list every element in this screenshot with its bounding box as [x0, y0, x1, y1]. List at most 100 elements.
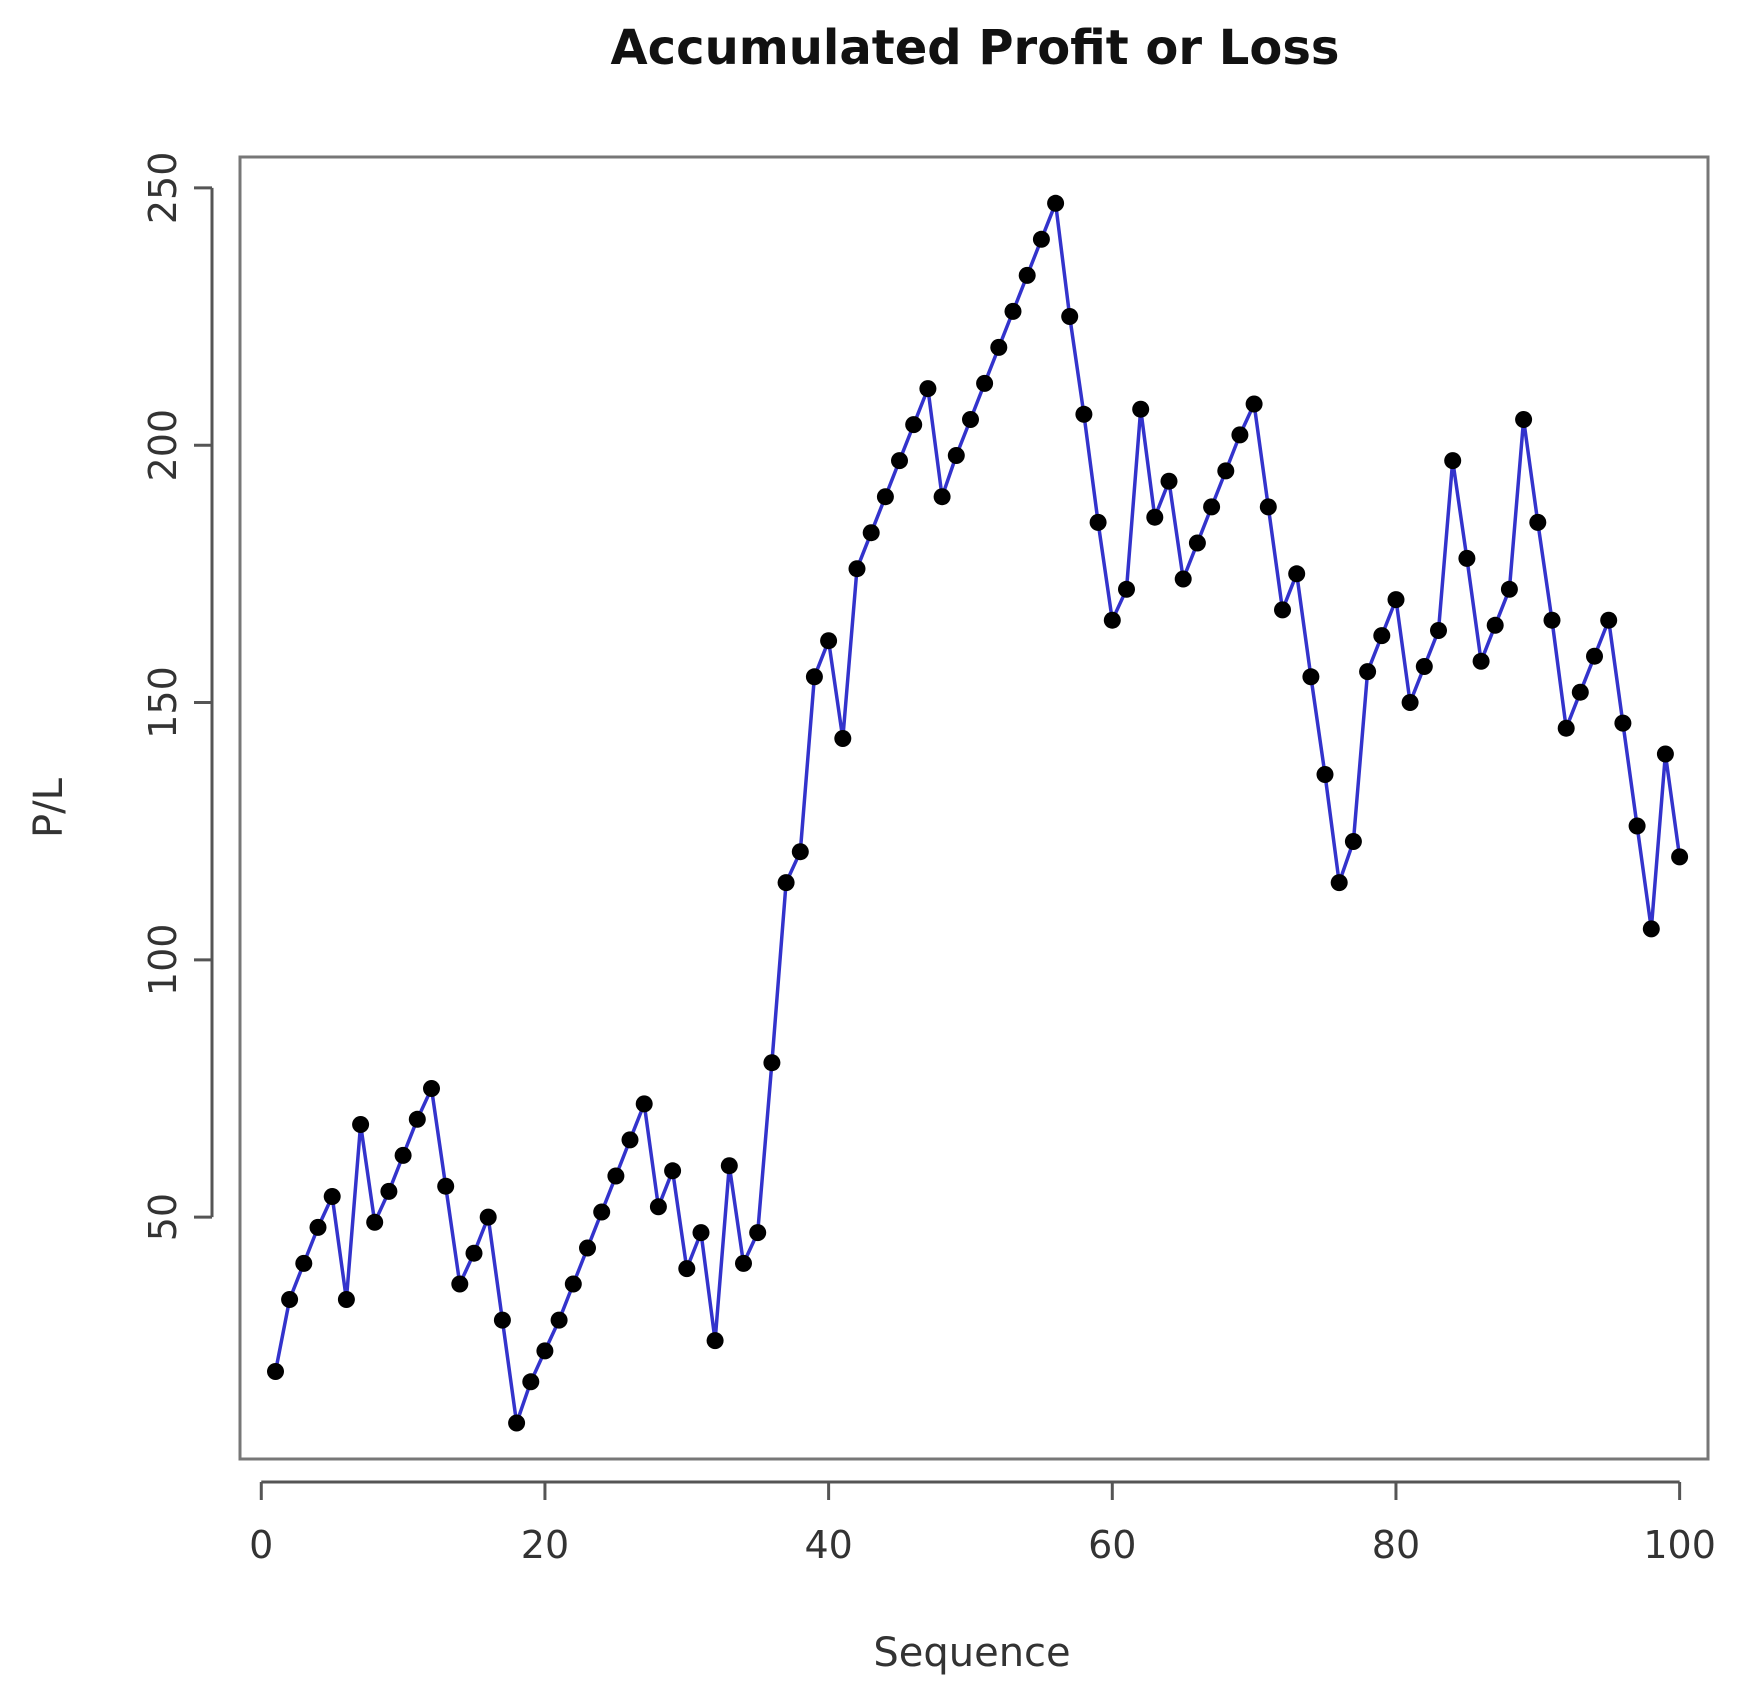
data-point: [763, 1054, 781, 1072]
data-point: [706, 1332, 724, 1350]
data-point: [451, 1275, 469, 1293]
data-point: [1344, 833, 1362, 850]
data-point: [1075, 405, 1093, 423]
y-tick-label: 200: [141, 409, 185, 482]
data-point: [309, 1218, 327, 1236]
data-point: [919, 380, 937, 398]
data-point: [1174, 570, 1192, 588]
data-point: [522, 1373, 540, 1391]
data-point: [465, 1244, 483, 1262]
data-point: [1132, 400, 1150, 418]
y-tick-label: 250: [141, 152, 185, 225]
x-tick-label: 100: [1643, 1523, 1716, 1567]
data-point: [1557, 719, 1575, 737]
data-point: [281, 1291, 299, 1308]
data-point: [635, 1095, 653, 1113]
data-point: [380, 1182, 398, 1200]
data-point: [1274, 601, 1291, 619]
plot-frame: [238, 155, 1710, 1461]
data-point: [1288, 565, 1306, 583]
data-point: [267, 1363, 284, 1380]
data-point: [735, 1254, 752, 1272]
data-point: [1359, 663, 1377, 681]
data-point: [1656, 745, 1674, 763]
data-point: [437, 1177, 455, 1195]
data-point: [621, 1131, 639, 1149]
data-point: [1387, 591, 1405, 609]
data-point: [891, 452, 908, 470]
data-point: [337, 1291, 355, 1308]
data-point: [1415, 658, 1433, 675]
data-point: [323, 1188, 341, 1205]
data-point: [1047, 194, 1065, 212]
data-point: [1614, 714, 1632, 732]
data-point: [550, 1311, 568, 1329]
data-point: [1472, 652, 1490, 670]
data-point: [1004, 302, 1022, 320]
data-point: [1061, 308, 1079, 325]
data-point: [933, 488, 951, 506]
data-point: [990, 338, 1008, 356]
data-point: [1330, 874, 1348, 892]
data-point: [805, 668, 823, 686]
data-point: [295, 1254, 313, 1272]
y-tick-label: 100: [141, 924, 185, 997]
data-point: [1458, 549, 1476, 567]
data-point: [1245, 395, 1263, 413]
data-point: [1500, 580, 1518, 598]
data-point: [479, 1208, 497, 1226]
data-point: [1203, 498, 1221, 516]
x-tick-label: 80: [1372, 1523, 1420, 1567]
y-tick-label: 50: [141, 1193, 185, 1241]
y-tick-label: 150: [141, 666, 185, 739]
data-point: [1373, 627, 1391, 645]
data-point: [1118, 580, 1135, 598]
data-point: [1231, 426, 1249, 444]
data-point: [791, 843, 809, 861]
data-point: [749, 1224, 767, 1242]
data-point: [1515, 411, 1533, 428]
data-point: [423, 1080, 440, 1097]
data-point: [493, 1311, 511, 1329]
data-point: [1316, 766, 1334, 783]
data-point: [1401, 694, 1419, 711]
data-point: [352, 1116, 370, 1133]
data-point: [905, 416, 923, 434]
x-tick-label: 60: [1088, 1523, 1136, 1567]
data-point: [834, 730, 852, 747]
data-point: [692, 1224, 710, 1242]
data-point: [678, 1260, 696, 1278]
data-point: [1032, 230, 1050, 248]
data-point: [1486, 616, 1504, 634]
data-point: [1671, 848, 1689, 866]
data-point: [394, 1146, 412, 1164]
data-point: [1571, 683, 1589, 701]
data-point: [947, 447, 965, 464]
x-axis-label: Sequence: [873, 1630, 1070, 1676]
data-point: [564, 1275, 582, 1293]
x-tick-label: 40: [804, 1523, 852, 1567]
data-point: [820, 632, 838, 650]
data-point: [1146, 508, 1164, 526]
data-point: [777, 874, 795, 892]
data-point: [579, 1239, 596, 1257]
data-point: [1217, 462, 1235, 480]
data-point: [408, 1110, 426, 1128]
data-point: [720, 1157, 738, 1175]
data-point: [1018, 266, 1036, 284]
data-point: [1444, 452, 1462, 470]
data-point: [1642, 920, 1660, 938]
x-tick-label: 0: [249, 1523, 273, 1567]
data-point: [1430, 622, 1447, 639]
data-point: [848, 560, 866, 578]
data-point: [1586, 647, 1603, 665]
data-point: [876, 488, 894, 506]
data-point: [1089, 513, 1107, 531]
data-point: [1543, 611, 1561, 629]
data-point: [1302, 668, 1320, 686]
data-point: [1188, 534, 1206, 552]
chart-title: Accumulated Profit or Loss: [611, 20, 1340, 76]
x-tick-label: 20: [521, 1523, 569, 1567]
data-point: [649, 1198, 667, 1216]
